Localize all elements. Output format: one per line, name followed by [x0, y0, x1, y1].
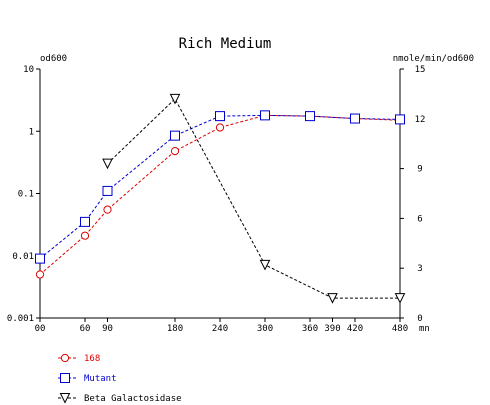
data-point-1	[35, 253, 45, 264]
legend: 168 Mutant Beta Galactosidase	[58, 353, 182, 404]
y-left-tick-label: 1	[29, 127, 34, 137]
data-point-1	[305, 111, 315, 122]
x-axis-unit: mn	[419, 324, 430, 334]
data-point-2	[102, 158, 113, 170]
data-point-2	[394, 293, 406, 304]
data-point-0	[80, 231, 90, 240]
x-tick-label: 480	[392, 324, 408, 334]
y-left-tick-label: 0.01	[12, 252, 34, 262]
data-point-1	[350, 113, 360, 124]
plot-area	[35, 93, 406, 304]
data-point-2	[169, 93, 181, 105]
series-line-0	[39, 114, 401, 275]
legend-label: Mutant	[84, 374, 117, 384]
y-left-axis-label: od600	[40, 54, 67, 64]
data-point-0	[215, 123, 225, 132]
y-right-tick-label: 12	[415, 115, 426, 125]
x-tick-label: 420	[347, 324, 363, 334]
x-tick-label: 60	[80, 324, 91, 334]
y-right-tick-label: 6	[417, 214, 422, 224]
y-right-tick-label: 0	[417, 314, 422, 324]
x-tick-label: 90	[102, 324, 113, 334]
x-tick-label: 300	[257, 324, 273, 334]
axes: 00 60 90 180 240 300 360 390 420 4800.0010.010.11…	[7, 65, 426, 334]
data-point-1	[80, 216, 90, 227]
legend-label: 168	[84, 354, 100, 364]
legend-marker	[60, 353, 70, 363]
series-line-2	[107, 98, 400, 299]
y-left-tick-label: 0.1	[18, 190, 34, 200]
data-point-2	[327, 293, 338, 304]
data-point-0	[35, 270, 45, 279]
legend-marker	[60, 373, 70, 383]
y-right-tick-label: 15	[415, 65, 426, 75]
data-point-1	[215, 111, 225, 122]
data-point-1	[260, 110, 270, 121]
data-point-1	[102, 185, 113, 196]
data-point-0	[170, 146, 180, 156]
chart-title: Rich Medium	[179, 36, 272, 52]
legend-label: Beta Galactosidase	[84, 394, 182, 404]
y-right-axis-label: nmole/min/od600	[393, 54, 474, 64]
x-tick-label: 00	[35, 324, 46, 334]
data-point-1	[170, 130, 180, 141]
data-point-2	[259, 259, 271, 271]
x-tick-label: 390	[324, 324, 340, 334]
x-tick-label: 240	[212, 324, 228, 334]
series-line-1	[39, 114, 401, 259]
x-tick-label: 360	[302, 324, 318, 334]
y-left-tick-label: 10	[23, 65, 34, 75]
data-point-1	[395, 114, 405, 125]
y-left-tick-label: 0.001	[7, 314, 34, 324]
y-right-tick-label: 3	[417, 264, 422, 274]
data-point-0	[103, 205, 112, 214]
legend-marker	[59, 393, 71, 404]
y-right-tick-label: 9	[417, 165, 422, 175]
x-tick-label: 180	[167, 324, 183, 334]
